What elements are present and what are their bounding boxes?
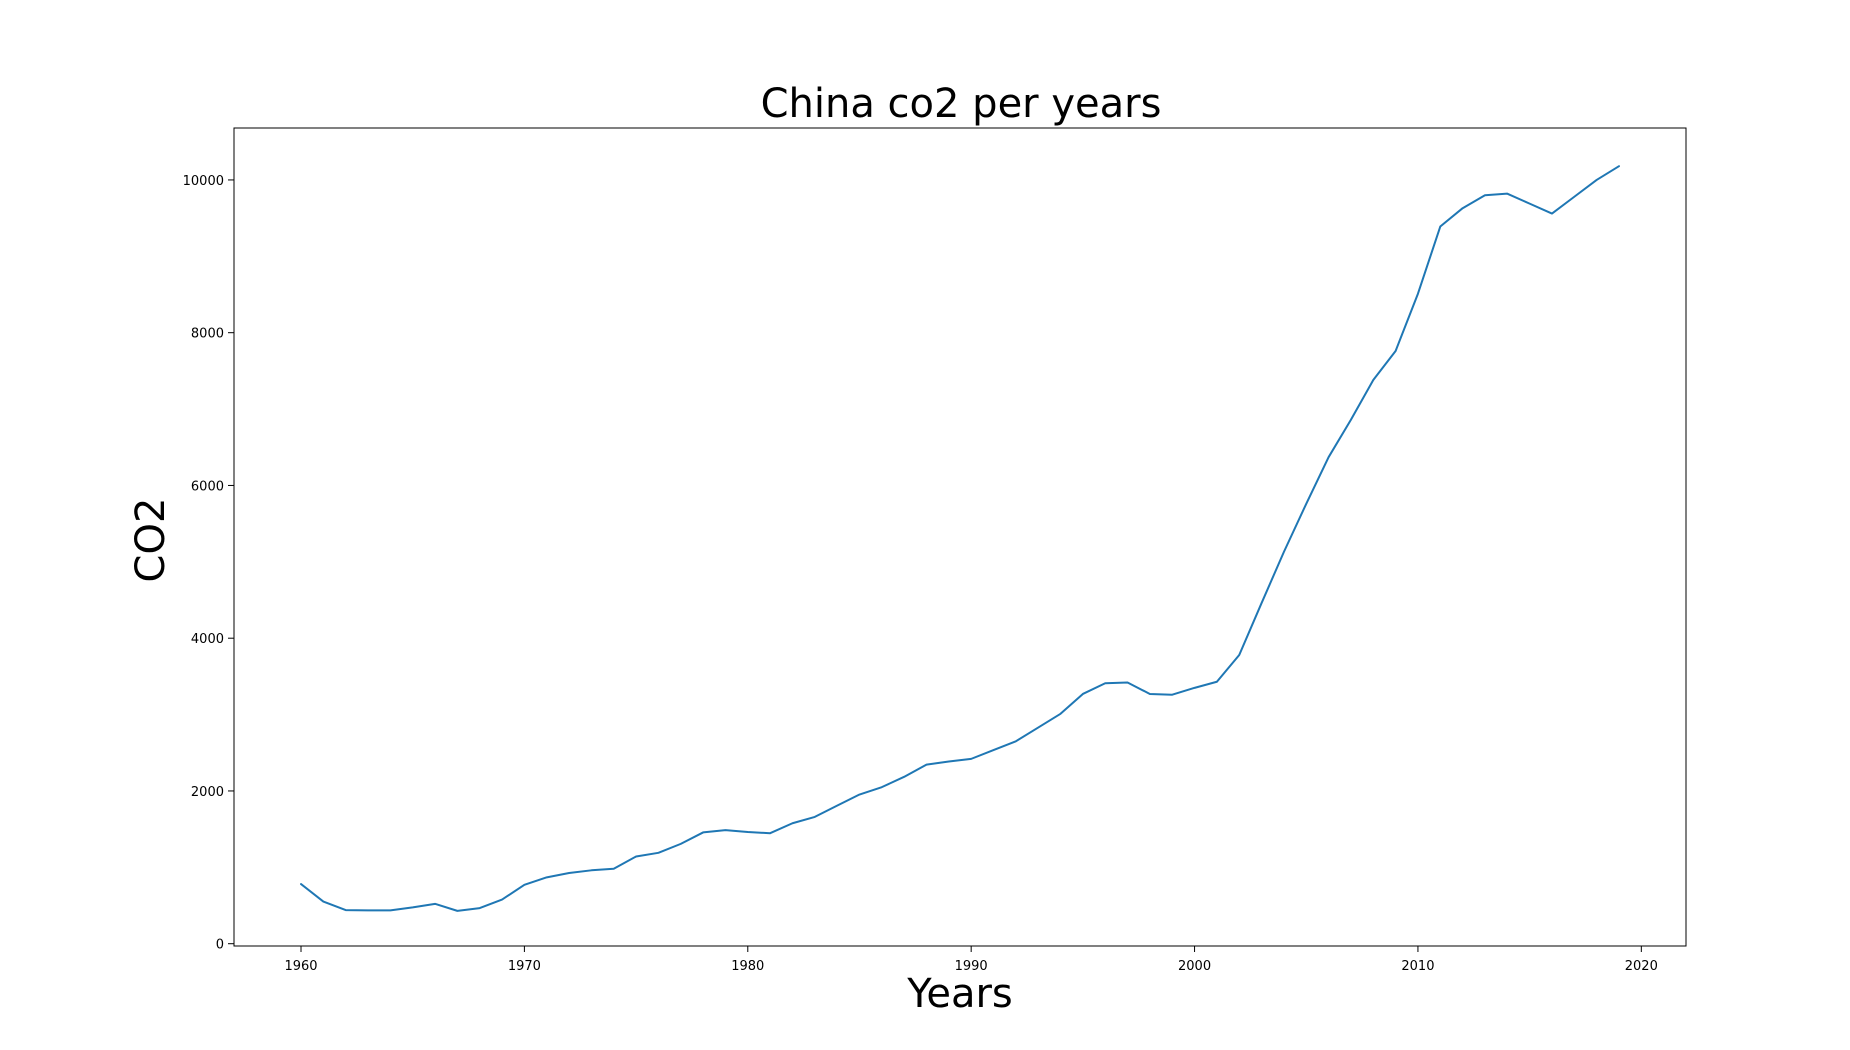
co2-series-line xyxy=(300,165,1620,912)
plot-frame xyxy=(233,127,1687,947)
y-axis-label: CO2 xyxy=(128,498,174,583)
x-tick-label: 2020 xyxy=(1625,959,1658,974)
x-axis-label: Years xyxy=(906,971,1013,1017)
y-tick-label: 10000 xyxy=(183,174,224,189)
x-tick-label: 1980 xyxy=(731,959,764,974)
y-tick-label: 4000 xyxy=(191,632,224,647)
x-tick-label: 2000 xyxy=(1178,959,1211,974)
y-tick-label: 6000 xyxy=(191,479,224,494)
x-tick-label: 1960 xyxy=(284,959,317,974)
y-tick-label: 0 xyxy=(216,938,224,953)
chart-title: China co2 per years xyxy=(761,81,1162,127)
x-tick-label: 1990 xyxy=(955,959,988,974)
y-tick-label: 8000 xyxy=(191,327,224,342)
y-axis-ticks: 0 2000 4000 6000 8000 10000 xyxy=(183,174,234,953)
x-tick-label: 1970 xyxy=(508,959,541,974)
x-axis-ticks: 1960 1970 1980 1990 2000 2010 2020 xyxy=(284,946,1658,974)
y-tick-label: 2000 xyxy=(191,785,224,800)
x-tick-label: 2010 xyxy=(1401,959,1434,974)
